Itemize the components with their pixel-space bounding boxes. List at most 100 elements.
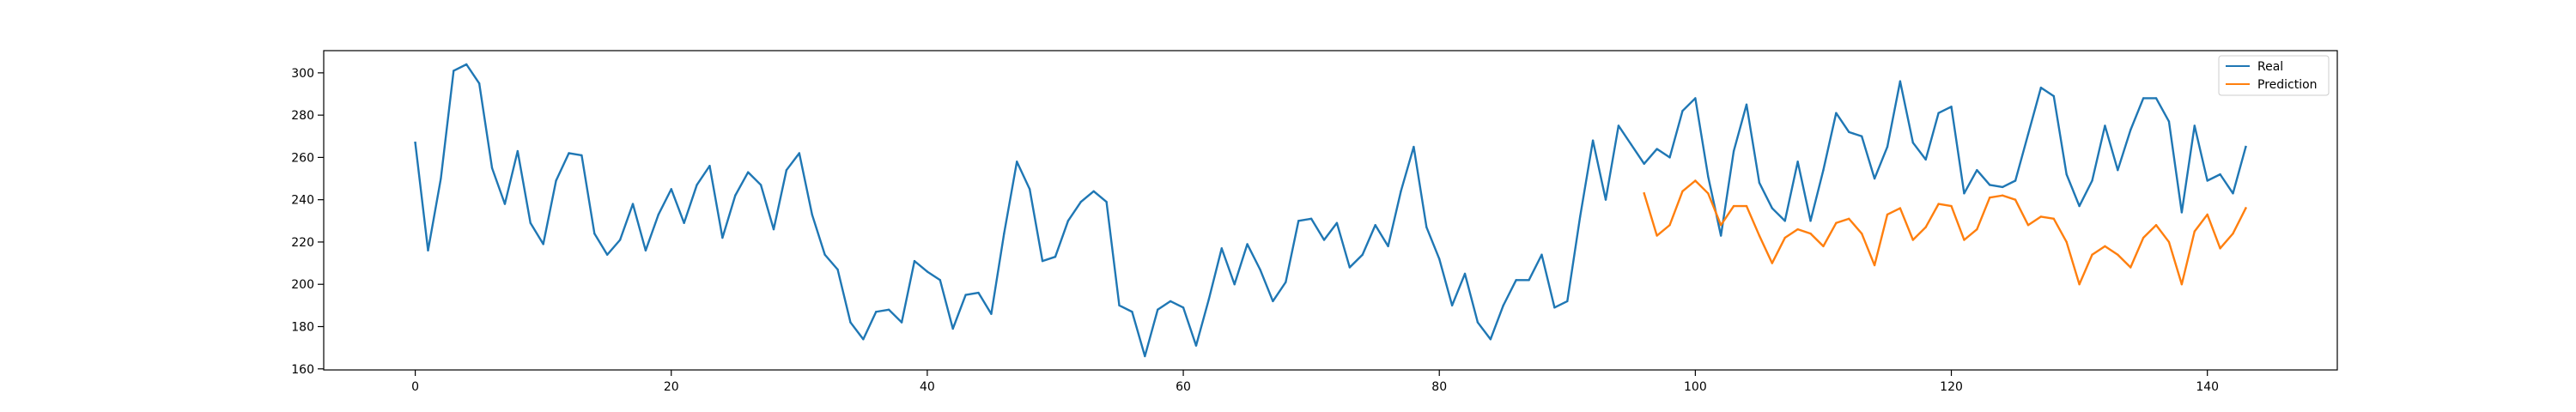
data-point [2001,194,2004,197]
data-point [1860,232,1863,235]
data-point [1118,304,1121,307]
data-point [734,194,737,197]
data-point [772,227,775,231]
data-point [1796,227,1799,231]
data-point [503,203,507,205]
data-point [1758,234,1761,237]
data-point [862,338,865,341]
data-point [2232,192,2234,195]
data-point [427,249,429,252]
x-tick-label: 40 [920,380,935,394]
data-point [1591,139,1595,142]
data-point [2219,247,2221,250]
series-line-prediction [1643,179,2248,286]
data-point [900,321,903,324]
data-point [1003,232,1005,235]
data-point [1771,207,1774,209]
data-point [2052,94,2055,98]
data-point [618,239,622,241]
data-point [1438,258,1441,260]
data-point [1835,221,1838,224]
data-point [1528,279,1530,282]
data-point [1835,112,1838,114]
data-point [1886,213,1889,216]
data-point [580,154,583,157]
y-tick-label: 260 [291,151,314,165]
data-point [453,70,455,72]
data-point [1668,224,1671,227]
y-tick-label: 240 [291,194,314,208]
data-point [1937,203,1940,205]
data-point [2129,129,2132,131]
data-point [1579,215,1582,218]
data-point [1873,264,1876,267]
data-point [1732,149,1735,153]
x-tick-label: 80 [1431,380,1447,394]
data-point [2078,204,2081,208]
data-point [2142,236,2145,239]
data-point [2206,213,2208,216]
data-point [990,312,993,315]
data-point [2180,211,2184,214]
data-point [1220,247,1223,250]
data-point [1719,224,1722,227]
data-point [1361,253,1364,256]
data-point [529,221,532,224]
data-point [2117,253,2119,256]
data-point [1489,338,1492,341]
data-point [1246,243,1249,245]
data-point [849,321,852,324]
data-point [1950,204,1953,208]
data-point [1348,266,1352,269]
data-point [1643,192,1645,195]
data-point [1066,220,1070,222]
legend-label-prediction: Prediction [2257,78,2318,92]
data-point [1322,239,1326,241]
data-point [1335,221,1339,224]
data-point [2154,97,2158,100]
data-point [568,152,570,154]
data-point [1233,283,1236,286]
data-point [2154,224,2158,227]
plot-area-frame [323,50,2338,371]
data-point [2065,240,2068,244]
data-point [811,213,813,216]
data-point [1707,192,1710,195]
data-point [1016,161,1018,163]
data-point [1963,239,1965,241]
data-point [2193,124,2196,127]
data-point [913,259,916,263]
data-point [2065,173,2068,176]
data-point [2104,124,2106,127]
data-point [1873,177,1876,180]
data-point [1809,220,1812,222]
data-point [465,63,468,66]
data-point [2117,168,2119,172]
data-point [887,308,890,311]
data-point [2206,179,2208,182]
data-point [2039,215,2043,218]
series-points-real [414,63,2247,358]
data-point [2129,266,2132,269]
data-point [2245,207,2247,209]
data-point [477,82,481,85]
data-point [1540,253,1543,256]
x-tick-label: 140 [2196,380,2219,394]
data-point [2014,198,2017,201]
x-tick-label: 0 [411,380,419,394]
data-point [1387,245,1389,248]
data-point [1105,200,1108,203]
data-point [2142,97,2145,100]
y-tick-label: 300 [291,67,314,81]
data-point [1054,256,1057,258]
series-layer [414,63,2248,358]
data-point [1783,220,1786,222]
data-point [1566,300,1569,303]
data-point [2091,179,2093,182]
data-point [875,311,878,313]
x-tick-label: 60 [1176,380,1191,394]
data-point [440,177,442,180]
y-tick-label: 200 [291,278,314,292]
data-point [759,184,762,186]
